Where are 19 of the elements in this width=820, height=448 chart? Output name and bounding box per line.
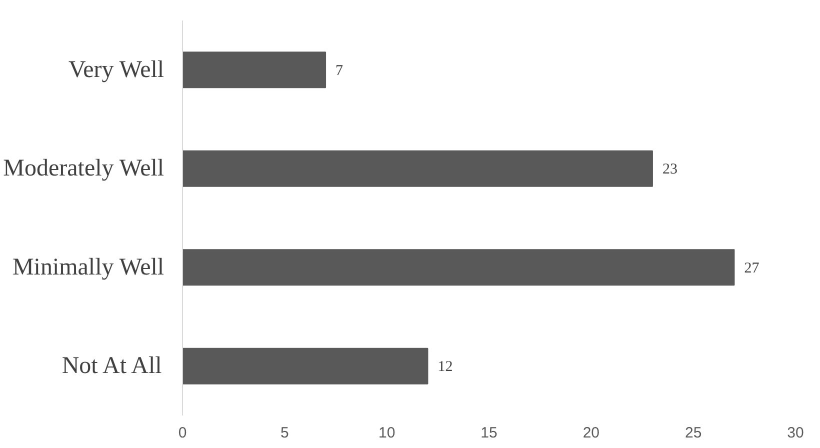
y-tick-label: Moderately Well [3, 156, 164, 182]
data-label: 23 [662, 162, 678, 178]
bar [182, 249, 735, 286]
x-tick-label: 5 [280, 424, 289, 442]
y-tick-label: Not At All [62, 353, 162, 380]
y-tick-label: Minimally Well [12, 254, 164, 280]
y-tick-label: Very Well [68, 56, 164, 83]
x-tick-label: 30 [787, 424, 804, 442]
bar [182, 52, 326, 88]
x-tick-label: 15 [480, 424, 498, 442]
x-tick-label: 0 [178, 424, 187, 442]
bar [182, 348, 428, 384]
x-tick-label: 10 [378, 424, 396, 442]
data-label: 12 [438, 359, 453, 376]
data-label: 27 [744, 260, 760, 276]
x-tick-label: 20 [582, 424, 600, 442]
x-tick-label: 25 [684, 424, 702, 442]
data-label: 7 [336, 62, 344, 79]
bar [182, 150, 653, 187]
